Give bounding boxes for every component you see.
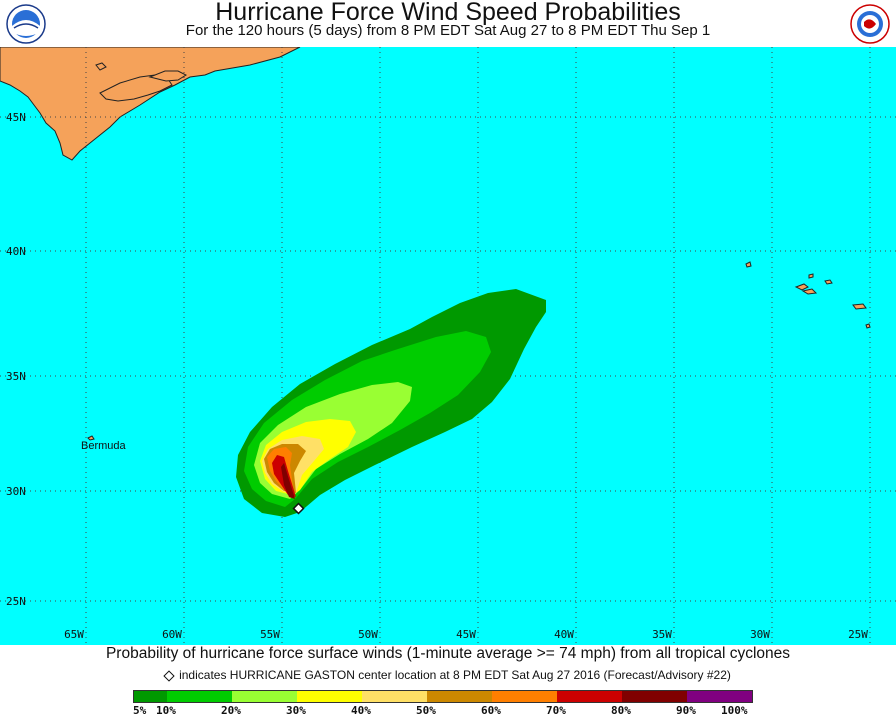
lat-label: 25N — [6, 595, 26, 608]
colorbar-swatch — [167, 691, 232, 702]
lon-label: 25W — [848, 628, 868, 641]
azores-islands — [745, 261, 871, 329]
lon-label: 60W — [162, 628, 182, 641]
land — [0, 47, 301, 161]
colorbar-label: 90% — [676, 704, 696, 717]
chart-subtitle: For the 120 hours (5 days) from 8 PM EDT… — [185, 22, 711, 39]
lon-label: 50W — [358, 628, 378, 641]
colorbar-swatch — [427, 691, 492, 702]
lat-label: 45N — [6, 111, 26, 124]
lon-label: 30W — [750, 628, 770, 641]
colorbar-label: 20% — [221, 704, 241, 717]
colorbar-label: 40% — [351, 704, 371, 717]
center-note: indicates HURRICANE GASTON center locati… — [0, 668, 896, 682]
colorbar-label: 70% — [546, 704, 566, 717]
noaa-logo-icon — [6, 4, 46, 44]
colorbar-label: 5% — [133, 704, 147, 717]
colorbar-swatch — [232, 691, 297, 702]
lon-label: 45W — [456, 628, 476, 641]
colorbar-label: 10% — [156, 704, 176, 717]
probability-map: Bermuda — [0, 47, 896, 645]
lon-label: 35W — [652, 628, 672, 641]
map-caption: Probability of hurricane force surface w… — [105, 645, 791, 662]
contour-80pct — [281, 463, 295, 499]
colorbar-label: 80% — [611, 704, 631, 717]
bermuda-island — [87, 435, 95, 441]
probability-colorbar — [133, 690, 753, 703]
colorbar-swatch — [134, 691, 167, 702]
nws-logo-icon — [850, 4, 890, 44]
lon-label: 40W — [554, 628, 574, 641]
colorbar-label: 30% — [286, 704, 306, 717]
colorbar-label: 50% — [416, 704, 436, 717]
place-label-bermuda: Bermuda — [81, 440, 127, 452]
lon-label: 65W — [64, 628, 84, 641]
colorbar-swatch — [297, 691, 362, 702]
colorbar-swatch — [557, 691, 622, 702]
colorbar-label: 60% — [481, 704, 501, 717]
colorbar-swatch — [687, 691, 752, 702]
chart-title: Hurricane Force Wind Speed Probabilities — [215, 0, 681, 26]
lon-label: 55W — [260, 628, 280, 641]
lat-label: 40N — [6, 245, 26, 258]
colorbar-swatch — [622, 691, 687, 702]
center-note-text: indicates HURRICANE GASTON center locati… — [179, 668, 731, 682]
colorbar-swatch — [492, 691, 557, 702]
probability-contours — [236, 289, 546, 517]
lat-label: 35N — [6, 370, 26, 383]
colorbar-swatch — [362, 691, 427, 702]
lat-label: 30N — [6, 485, 26, 498]
colorbar-label: 100% — [721, 704, 748, 717]
storm-center-marker — [292, 502, 305, 515]
diamond-icon — [163, 670, 175, 682]
